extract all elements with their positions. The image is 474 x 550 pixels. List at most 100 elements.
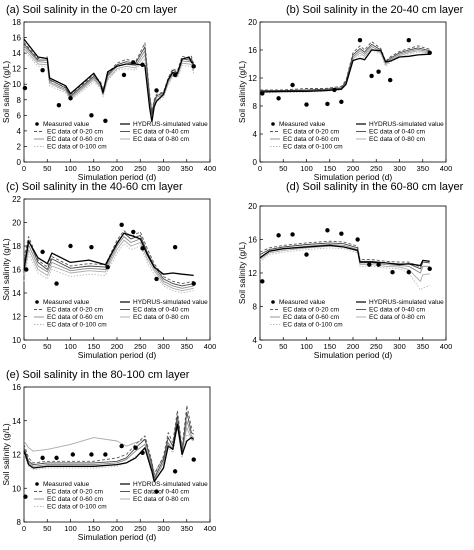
panel-c: (c) Soil salinity in the 40-60 cm layer 1… (1, 181, 216, 360)
measured-point (131, 229, 136, 235)
y-tick-label: 18 (12, 18, 21, 27)
measured-point (119, 222, 124, 228)
x-tick-label: 200 (347, 164, 360, 173)
series-line-ec-1 (260, 41, 430, 91)
y-tick-label: 10 (12, 80, 21, 89)
measured-point (304, 252, 309, 257)
panel-title: (b) Soil salinity in the 20-40 cm layer (286, 4, 464, 16)
measured-point (172, 244, 178, 250)
y-tick-label: 8 (17, 96, 22, 105)
y-tick-label: 0 (253, 158, 258, 167)
y-tick-label: 0 (17, 158, 22, 167)
x-tick-label: 0 (22, 164, 26, 173)
legend-label: EC data of 0-100 cm (283, 144, 343, 151)
y-tick-label: 8 (253, 303, 258, 312)
measured-point (376, 69, 381, 74)
measured-point (339, 99, 344, 105)
panel-d: (d) Soil salinity in the 60-80 cm layer 4… (237, 181, 464, 360)
x-tick-label: 150 (87, 342, 100, 351)
y-tick-label: 12 (248, 74, 257, 83)
series-line-ec-2 (23, 43, 195, 115)
legend-label: EC data of 0-20 cm (47, 129, 103, 136)
legend-label: EC data of 0-20 cm (47, 489, 103, 496)
x-tick-label: 300 (157, 524, 170, 533)
legend-label: EC data of 0-40 cm (369, 307, 425, 314)
measured-point (140, 450, 145, 456)
measured-point (121, 72, 127, 78)
series-line-ec-5 (259, 247, 430, 291)
series-line-ec-3 (260, 46, 430, 92)
series-line-ec-5 (23, 243, 194, 294)
measured-point (406, 269, 411, 275)
measured-point (191, 281, 196, 286)
measured-point (24, 267, 29, 272)
y-tick-label: 20 (248, 202, 257, 211)
panel-a: (a) Soil salinity in the 0-20 cm layer 0 2… (1, 4, 216, 182)
x-tick-label: 100 (300, 342, 313, 351)
y-tick-label: 4 (17, 127, 22, 136)
y-tick-label: 20 (248, 18, 257, 27)
panel-e: (e) Soil salinity in the 80-100 cm layer… (1, 369, 216, 542)
legend-label: HYDRUS-simulated value (133, 299, 208, 306)
measured-point (89, 244, 94, 250)
legend-label: EC data of 0-80 cm (133, 496, 189, 503)
measured-point (388, 77, 393, 83)
measured-point (339, 231, 344, 236)
x-tick-label: 400 (204, 342, 217, 351)
x-tick-label: 350 (180, 164, 193, 173)
x-tick-label: 200 (111, 164, 124, 173)
measured-point (276, 233, 281, 238)
measured-point (325, 101, 330, 107)
measured-point (290, 82, 295, 88)
legend-marker-measured (35, 300, 39, 304)
measured-point (332, 87, 337, 93)
measured-point (89, 113, 94, 118)
legend-marker-measured (271, 300, 275, 304)
legend-label: EC data of 0-40 cm (369, 129, 425, 136)
x-axis-label: Simulation period (d) (78, 172, 157, 182)
x-tick-label: 200 (347, 342, 360, 351)
panel-b: (b) Soil salinity in the 20-40 cm layer 0… (237, 4, 464, 182)
y-tick-label: 14 (12, 417, 21, 426)
series-line-ec-4 (259, 245, 430, 282)
x-tick-label: 250 (370, 164, 383, 173)
legend-label: EC data of 0-80 cm (369, 314, 425, 321)
y-tick-label: 14 (12, 49, 21, 58)
panel-title: (d) Soil salinity in the 60-80 cm layer (286, 181, 464, 193)
x-tick-label: 0 (22, 524, 26, 533)
x-tick-label: 50 (43, 524, 51, 533)
measured-point (154, 489, 159, 494)
y-axis-label: Soil salinity (g/L) (237, 242, 247, 305)
x-tick-label: 400 (204, 524, 217, 533)
x-tick-label: 250 (370, 342, 383, 351)
measured-point (376, 262, 381, 267)
measured-point (103, 452, 108, 457)
measured-point (70, 452, 76, 457)
legend-label: EC data of 0-40 cm (133, 489, 189, 496)
measured-point (40, 68, 45, 73)
legend-label: Measured value (279, 121, 326, 128)
measured-point (103, 118, 108, 123)
measured-point (369, 73, 374, 79)
measured-point (290, 232, 295, 237)
panel-title: (e) Soil salinity in the 80-100 cm layer (6, 369, 190, 381)
x-tick-label: 150 (87, 164, 100, 173)
legend-label: EC data of 0-80 cm (369, 136, 425, 143)
legend-marker-measured (271, 122, 275, 126)
series-line-ec-4 (23, 48, 195, 118)
measured-point (54, 281, 59, 286)
legend-label: EC data of 0-100 cm (47, 504, 107, 511)
series-line-hydrus (23, 423, 195, 483)
y-tick-label: 4 (253, 336, 258, 345)
measured-point (133, 445, 138, 450)
x-tick-label: 150 (87, 524, 100, 533)
measured-point (105, 264, 110, 270)
x-tick-label: 50 (279, 164, 287, 173)
y-tick-label: 20 (12, 219, 21, 228)
legend-label: HYDRUS-simulated value (133, 481, 208, 488)
measured-point (355, 237, 360, 242)
legend-marker-measured (35, 482, 39, 486)
panel-title: (c) Soil salinity in the 40-60 cm layer (6, 181, 183, 193)
legend-marker-measured (35, 122, 39, 126)
y-tick-label: 14 (12, 289, 21, 298)
